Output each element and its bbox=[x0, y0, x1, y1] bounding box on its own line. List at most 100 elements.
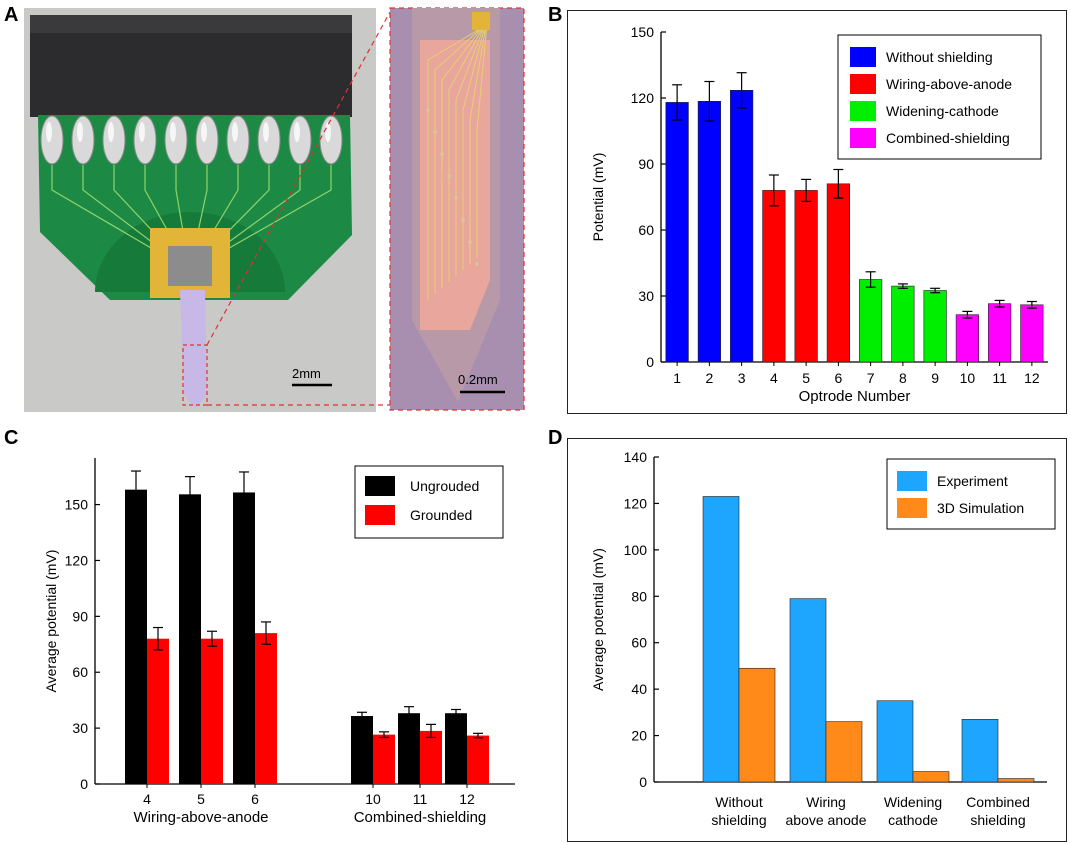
x-tick-label: 5 bbox=[802, 370, 810, 386]
x-tick-label: 7 bbox=[867, 370, 875, 386]
connector-pin bbox=[40, 115, 64, 165]
bar-ungrouded-10 bbox=[351, 716, 373, 784]
bar-experiment-0 bbox=[702, 496, 740, 783]
legend-swatch bbox=[897, 498, 927, 518]
connector-pin bbox=[133, 115, 157, 165]
legend-label: Experiment bbox=[937, 473, 1008, 489]
x-tick-label: Wiring bbox=[806, 794, 846, 810]
x-tick-label: 10 bbox=[960, 370, 976, 386]
y-axis-label: Average potential (mV) bbox=[590, 548, 606, 691]
y-tick-label: 120 bbox=[65, 552, 89, 568]
legend-box bbox=[886, 458, 1056, 530]
scale-label-right: 0.2mm bbox=[458, 372, 498, 387]
x-tick-label: Without bbox=[715, 794, 763, 810]
y-tick-label: 150 bbox=[65, 497, 89, 513]
bar-optrode-10 bbox=[955, 314, 979, 363]
y-axis-label: Average potential (mV) bbox=[43, 550, 59, 693]
pcb-trace bbox=[82, 165, 170, 256]
y-tick-label: 140 bbox=[624, 449, 648, 465]
y-tick-label: 40 bbox=[631, 681, 647, 697]
legend-label: Wiring-above-anode bbox=[886, 76, 1012, 92]
x-tick-label: 6 bbox=[251, 791, 259, 807]
connector-pin bbox=[319, 115, 343, 165]
micro-trace bbox=[448, 29, 483, 282]
bar-ungrouded-5 bbox=[179, 494, 201, 784]
pin-highlight bbox=[108, 122, 114, 142]
bar-grounded-4 bbox=[147, 638, 169, 784]
panel-label-a: A bbox=[4, 4, 19, 26]
pin-highlight bbox=[77, 122, 83, 142]
legend-label: Without shielding bbox=[886, 49, 993, 65]
panel-label-b: B bbox=[548, 4, 563, 26]
legend-label: Combined-shielding bbox=[886, 130, 1010, 146]
pcb-trace bbox=[51, 165, 164, 256]
connector-pin bbox=[195, 115, 219, 165]
x-tick-label: 2 bbox=[705, 370, 713, 386]
bar-optrode-9 bbox=[923, 290, 947, 363]
group-label: Combined-shielding bbox=[354, 809, 487, 826]
bar-3d-simulation-1 bbox=[825, 721, 863, 783]
micro-trace bbox=[462, 29, 485, 270]
micro-site bbox=[454, 196, 458, 200]
y-tick-label: 30 bbox=[72, 720, 88, 736]
group-label: Wiring-above-anode bbox=[133, 809, 268, 826]
pin-highlight bbox=[232, 122, 238, 142]
bar-optrode-8 bbox=[891, 285, 915, 363]
chart-d: 0 20 40 60 80 100 120 140 Average potential (mV)… bbox=[590, 449, 1056, 828]
x-tick-label: 4 bbox=[143, 791, 151, 807]
bar-experiment-3 bbox=[961, 719, 999, 783]
micro-site bbox=[447, 174, 451, 178]
y-tick-label: 150 bbox=[631, 24, 655, 40]
x-tick-label: 4 bbox=[770, 370, 778, 386]
y-tick-label: 30 bbox=[638, 288, 654, 304]
x-tick-label: 6 bbox=[834, 370, 842, 386]
y-tick-label: 60 bbox=[72, 664, 88, 680]
x-tick-label: 1 bbox=[673, 370, 681, 386]
y-tick-label: 20 bbox=[631, 728, 647, 744]
micro-site bbox=[461, 218, 465, 222]
pin-highlight bbox=[325, 122, 331, 142]
bar-experiment-2 bbox=[876, 700, 914, 783]
probe-bond-pad bbox=[472, 12, 490, 30]
bar-optrode-12 bbox=[1020, 304, 1044, 363]
bar-grounded-5 bbox=[201, 638, 223, 784]
legend-swatch bbox=[850, 74, 876, 94]
panel-label-d: D bbox=[548, 427, 563, 449]
y-tick-label: 90 bbox=[638, 156, 654, 172]
bar-ungrouded-11 bbox=[398, 713, 420, 784]
micro-site bbox=[426, 108, 430, 112]
connector-top-edge bbox=[30, 15, 352, 33]
legend-swatch bbox=[365, 505, 395, 525]
x-tick-label: shielding bbox=[711, 812, 766, 828]
y-tick-label: 0 bbox=[646, 354, 654, 370]
connector-pin bbox=[288, 115, 312, 165]
y-tick-label: 60 bbox=[638, 222, 654, 238]
x-tick-label: 12 bbox=[459, 791, 475, 807]
bar-3d-simulation-0 bbox=[738, 667, 776, 783]
y-tick-label: 60 bbox=[631, 635, 647, 651]
pin-highlight bbox=[170, 122, 176, 142]
x-tick-label: 9 bbox=[931, 370, 939, 386]
connector-pin bbox=[257, 115, 281, 165]
pin-highlight bbox=[263, 122, 269, 142]
legend-label: Widening-cathode bbox=[886, 103, 999, 119]
micro-site bbox=[433, 130, 437, 134]
connector-pin bbox=[71, 115, 95, 165]
bar-grounded-10 bbox=[373, 734, 395, 784]
x-tick-label: 5 bbox=[197, 791, 205, 807]
micro-trace bbox=[476, 29, 487, 258]
pcb-trace bbox=[216, 165, 332, 256]
bar-optrode-4 bbox=[762, 190, 786, 363]
y-axis-label: Potential (mV) bbox=[590, 153, 606, 242]
bar-grounded-11 bbox=[420, 730, 442, 784]
bar-ungrouded-6 bbox=[233, 492, 255, 784]
panel-label-c: C bbox=[4, 427, 19, 449]
bar-optrode-5 bbox=[794, 190, 818, 363]
micro-trace bbox=[434, 29, 480, 294]
micro-trace bbox=[441, 29, 481, 288]
x-tick-label: 11 bbox=[413, 791, 428, 807]
bar-3d-simulation-2 bbox=[912, 771, 950, 783]
x-tick-label: 3 bbox=[738, 370, 746, 386]
panel-a-photo: 2mm 0.2mm bbox=[24, 7, 525, 412]
micro-trace bbox=[455, 29, 484, 276]
